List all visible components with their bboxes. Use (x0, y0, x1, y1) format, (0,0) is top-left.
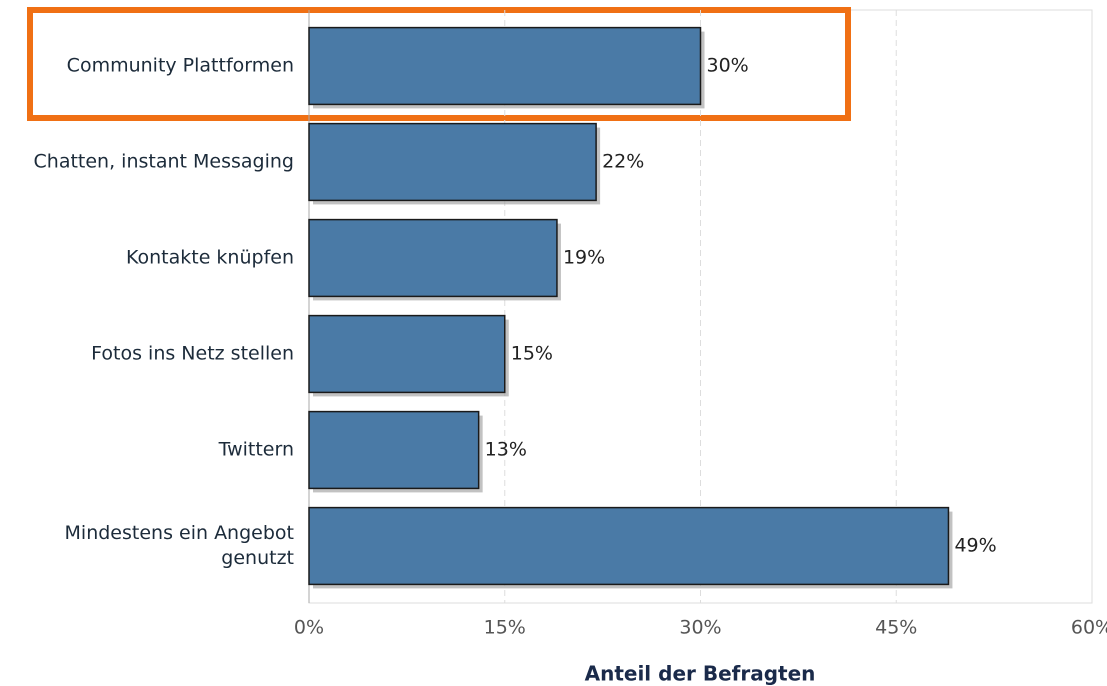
value-label: 22% (602, 151, 644, 173)
value-label: 13% (485, 439, 527, 461)
bar (308, 122, 597, 202)
category-label: Mindestens ein Angebot genutzt (64, 522, 294, 569)
x-tick-label: 0% (294, 617, 324, 639)
category-label: Community Plattformen (66, 54, 294, 77)
x-tick-label: 60% (1071, 617, 1107, 639)
bar (308, 410, 480, 490)
value-label: 15% (511, 343, 553, 365)
bar (308, 26, 702, 106)
bar (308, 218, 558, 298)
category-label: Chatten, instant Messaging (33, 150, 294, 173)
category-label: Twittern (218, 438, 294, 461)
x-tick-label: 15% (484, 617, 526, 639)
bar (308, 314, 506, 394)
value-label: 19% (563, 247, 605, 269)
highlight-box (27, 7, 851, 121)
category-label: Kontakte knüpfen (125, 246, 294, 269)
value-label: 30% (707, 55, 749, 77)
x-axis-title: Anteil der Befragten (585, 662, 816, 686)
category-label: Fotos ins Netz stellen (91, 342, 294, 365)
x-tick-label: 30% (679, 617, 721, 639)
x-tick-label: 45% (875, 617, 917, 639)
value-label: 49% (954, 535, 996, 557)
bar (308, 506, 950, 586)
